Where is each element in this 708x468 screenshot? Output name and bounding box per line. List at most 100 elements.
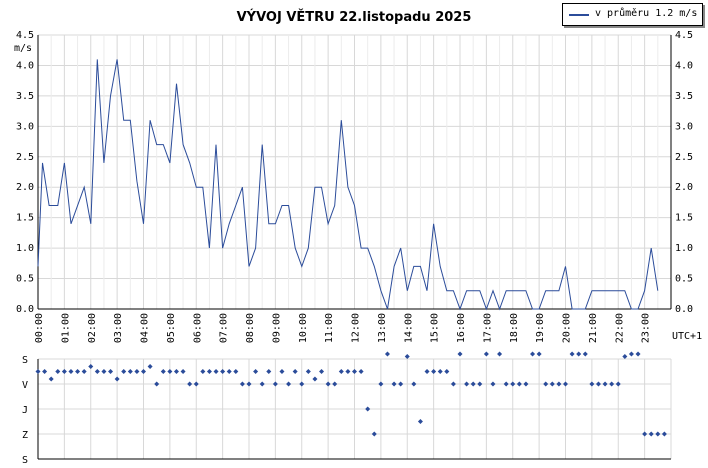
direction-point [622,354,628,359]
y-tick-right: 3.5 [675,91,693,102]
y-tick-left: 0.0 [16,304,34,315]
direction-point [628,351,634,357]
y-tick-right: 3.0 [675,121,693,132]
x-axis-unit: UTC+1 [672,331,702,342]
y-tick-left: 2.5 [16,152,34,163]
x-tick-label: 16:00 [456,313,467,343]
direction-point [417,419,423,424]
direction-point [253,369,259,374]
direction-point [101,369,107,374]
x-tick-label: 18:00 [509,313,520,343]
direction-point [464,381,470,387]
direction-point [523,381,529,387]
direction-point [483,351,489,357]
x-tick-label: 06:00 [192,313,203,343]
direction-point [589,381,595,387]
direction-point [48,376,54,382]
direction-point [615,381,621,387]
direction-point [391,381,397,387]
direction-tick-label: S [22,455,28,466]
y-tick-right: 0.0 [675,304,693,315]
direction-point [352,369,357,374]
direction-axes: S V J Z S [22,355,671,466]
direction-point [516,381,522,387]
direction-point [81,369,87,374]
direction-point [497,351,503,357]
direction-point [220,369,226,374]
speed-series [37,59,659,311]
direction-point [365,406,371,412]
direction-point [167,369,173,374]
y-tick-left: 4.5 [16,30,34,41]
direction-point [88,364,94,369]
direction-point [121,369,127,374]
direction-point [543,381,549,387]
direction-point [305,369,311,374]
direction-point [279,369,285,374]
x-tick-label: 22:00 [614,313,625,343]
speed-grid [37,34,671,310]
y-tick-left: 3.5 [16,91,34,102]
x-tick-label: 10:00 [298,313,309,343]
direction-point [213,369,219,374]
y-tick-right: 1.0 [675,243,693,254]
y-tick-right: 2.5 [675,152,693,163]
direction-point [61,369,67,374]
y-tick-right: 4.0 [675,60,693,71]
direction-point [325,381,331,387]
direction-point [239,381,245,387]
y-tick-left: 3.0 [16,121,34,132]
x-tick-label: 09:00 [271,313,282,343]
direction-point [127,369,133,374]
direction-tick-label: J [22,405,28,416]
x-tick-label: 14:00 [403,313,414,343]
x-tick-label: 11:00 [324,313,335,343]
direction-point [437,369,443,374]
direction-point [42,369,48,374]
speed-axes: 0.0 0.0 0.5 0.5 1.0 1.0 1.5 1.5 2.0 2.0 2.5 2.5 3.0 3… [16,30,693,343]
direction-point [398,381,404,387]
y-tick-left: 1.0 [16,243,34,254]
direction-point [648,431,654,437]
x-tick-label: 02:00 [87,313,98,343]
direction-point [180,369,186,374]
direction-point [530,351,536,357]
x-tick-label: 19:00 [535,313,546,343]
direction-point [642,431,648,437]
direction-point [635,351,641,357]
direction-point [536,351,542,357]
direction-point [345,369,351,374]
direction-point [108,369,114,374]
direction-tick-label: S [22,355,28,366]
direction-point [503,381,509,387]
direction-point [299,381,305,387]
direction-point [510,381,516,387]
x-tick-label: 21:00 [588,313,599,343]
y-tick-left: 0.5 [16,274,34,285]
direction-point [431,369,437,374]
direction-point [147,364,153,369]
y-tick-right: 4.5 [675,30,693,41]
direction-point [338,369,344,374]
direction-point [490,381,496,387]
direction-point [68,369,74,374]
direction-point [404,354,410,359]
direction-point [206,369,212,374]
direction-point [75,369,81,374]
direction-point [602,381,608,387]
direction-point [134,369,140,374]
legend: v průměru 1.2 m/s [562,3,703,26]
direction-point [457,351,463,357]
direction-point [319,369,325,374]
direction-point [655,431,661,437]
x-tick-label: 13:00 [377,313,388,343]
y-tick-right: 0.5 [675,274,693,285]
direction-tick-label: V [22,380,28,391]
direction-point [233,369,239,374]
direction-point [173,369,179,374]
direction-point [266,369,272,374]
direction-point [411,381,417,387]
legend-label: v průměru 1.2 m/s [595,8,698,19]
direction-point [55,369,61,374]
direction-series [35,351,667,437]
